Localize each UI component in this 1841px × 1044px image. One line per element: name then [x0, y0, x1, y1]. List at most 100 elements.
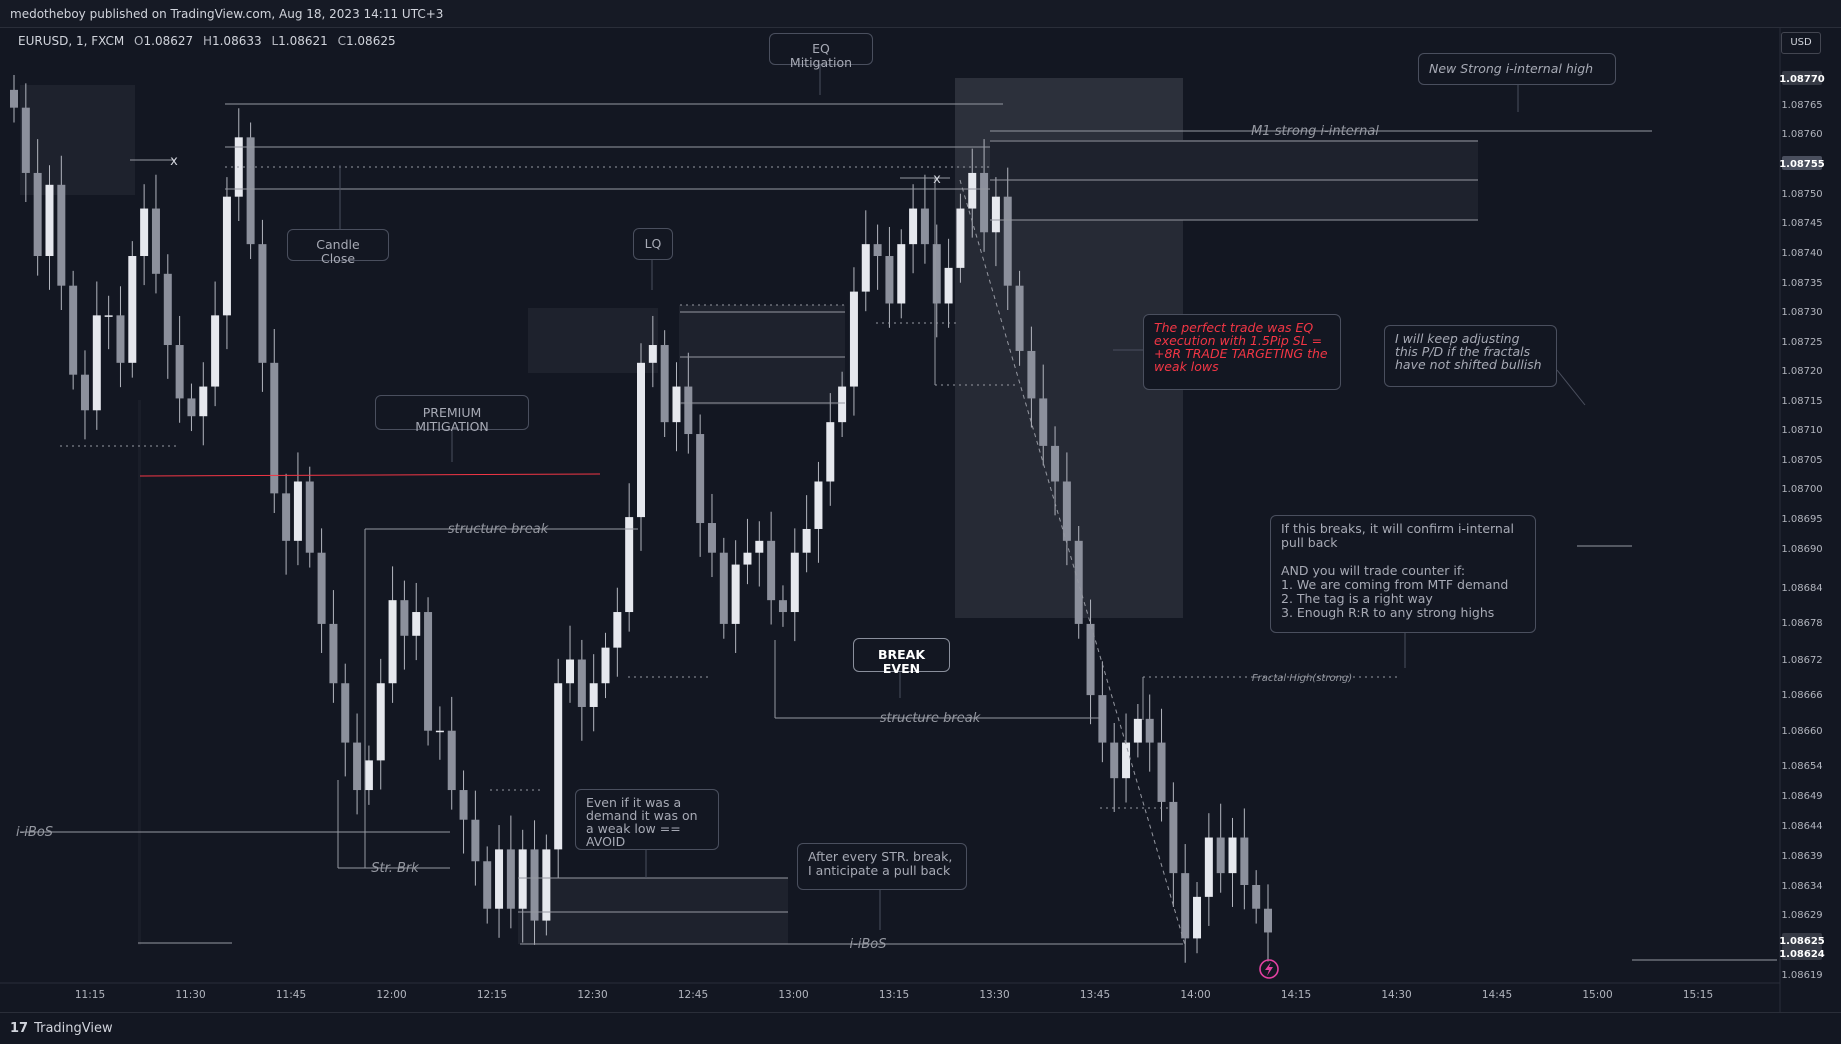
- candle-body: [341, 683, 350, 743]
- price-tick: 1.08625: [1779, 936, 1825, 947]
- candle-body: [329, 623, 338, 684]
- candle-body: [459, 790, 468, 820]
- price-tick: 1.08695: [1781, 514, 1822, 525]
- candle-body: [211, 315, 220, 387]
- candle-body: [778, 600, 787, 613]
- price-tick: 1.08710: [1781, 425, 1822, 436]
- candle-body: [1015, 285, 1024, 351]
- candle-body: [1181, 873, 1190, 939]
- candle-body: [246, 137, 255, 245]
- candle-body: [577, 659, 586, 707]
- candle-body: [175, 345, 184, 399]
- publish-header: medotheboy published on TradingView.com,…: [0, 0, 1841, 28]
- candle-body: [1216, 837, 1225, 874]
- price-tick: 1.08770: [1779, 74, 1825, 85]
- candle-body: [376, 683, 385, 761]
- candle-body: [258, 244, 267, 363]
- premium-mitigation-label: PREMIUM MITIGATION: [375, 395, 529, 434]
- price-highlight-1.08770: [1782, 71, 1822, 85]
- time-tick: 11:15: [75, 989, 105, 1001]
- candle-body: [731, 564, 740, 624]
- red-trade-note: The perfect trade was EQ execution with …: [1143, 314, 1341, 390]
- time-tick: 13:15: [879, 989, 909, 1001]
- candle-body: [648, 345, 657, 363]
- candle-body: [1169, 801, 1178, 874]
- candle-body: [980, 172, 989, 233]
- symbol-legend: EURUSD, 1, FXCM O1.08627 H1.08633 L1.086…: [18, 34, 396, 48]
- price-highlight-1.08624: [1782, 946, 1822, 960]
- candle-body: [1110, 742, 1119, 779]
- price-highlight-1.08755: [1782, 156, 1822, 170]
- candle-body: [187, 398, 196, 417]
- candle-body: [163, 273, 172, 346]
- candle-body: [10, 89, 18, 108]
- eq-mitigation-label: EQ Mitigation: [769, 33, 873, 70]
- candle-body: [1062, 481, 1071, 541]
- candle-body: [116, 315, 125, 363]
- candle-body: [483, 861, 492, 909]
- candle-body: [270, 362, 279, 494]
- price-tick: 1.08660: [1781, 726, 1822, 737]
- candle-body: [92, 315, 101, 411]
- candle-body: [838, 386, 847, 423]
- time-tick: 13:00: [778, 989, 808, 1001]
- candle-body: [932, 244, 941, 304]
- candle-body: [364, 760, 373, 791]
- candle-body: [293, 481, 302, 541]
- bearish-trend-dashed: [959, 179, 1186, 946]
- candle-body: [991, 196, 1000, 233]
- price-tick: 1.08666: [1781, 690, 1822, 701]
- keep-adjusting-note: I will keep adjusting this P/D if the fr…: [1384, 325, 1557, 387]
- candle-body: [69, 285, 78, 375]
- footer: 17 TradingView: [0, 1012, 1841, 1044]
- candle-body: [1027, 350, 1036, 399]
- candle-body: [707, 523, 716, 553]
- zone-left-strip: [138, 400, 141, 945]
- x-marker-left: x: [170, 154, 178, 169]
- time-tick: 13:30: [979, 989, 1009, 1001]
- published-text: medotheboy published on TradingView.com,…: [10, 7, 444, 21]
- candle-body: [719, 552, 728, 624]
- time-tick: 14:45: [1482, 989, 1512, 1001]
- candle-body: [353, 742, 362, 791]
- candle-body: [589, 683, 598, 707]
- candle-body: [1264, 908, 1272, 933]
- candle-body: [282, 493, 291, 541]
- candle-body: [471, 819, 480, 862]
- candle-body: [1039, 398, 1048, 446]
- candle-body: [140, 208, 149, 257]
- callout-pointer-5: [1556, 369, 1586, 406]
- candle-body: [1051, 445, 1060, 482]
- candle-body: [1193, 896, 1202, 939]
- candle-body: [849, 291, 858, 387]
- candle-body: [1098, 695, 1107, 743]
- candle-body: [1228, 837, 1237, 874]
- price-tick: 1.08649: [1781, 791, 1822, 802]
- price-highlight-1.08625: [1782, 933, 1822, 947]
- candle-body: [625, 517, 634, 613]
- candle-body: [743, 552, 752, 565]
- candle-body: [968, 172, 977, 209]
- candle-body: [885, 256, 894, 304]
- price-tick: 1.08619: [1781, 970, 1822, 981]
- time-tick: 12:15: [477, 989, 507, 1001]
- candle-body: [447, 730, 456, 791]
- tradingview-brand[interactable]: 17 TradingView: [10, 1021, 113, 1036]
- price-tick: 1.08684: [1781, 583, 1822, 594]
- time-tick: 14:30: [1381, 989, 1411, 1001]
- price-tick: 1.08639: [1781, 851, 1822, 862]
- symbol-name[interactable]: EURUSD, 1, FXCM: [18, 34, 125, 48]
- zone-lq-box: [679, 305, 845, 405]
- candle-body: [802, 528, 811, 553]
- candle-body: [388, 600, 397, 684]
- candle-body: [128, 256, 137, 363]
- time-tick: 11:45: [276, 989, 306, 1001]
- price-tick: 1.08654: [1781, 761, 1822, 772]
- currency-button[interactable]: USD: [1781, 32, 1821, 54]
- price-tick: 1.08735: [1781, 278, 1822, 289]
- price-tick: 1.08765: [1781, 100, 1822, 111]
- candle-body: [920, 208, 929, 245]
- candle-body: [80, 374, 89, 411]
- candle-body: [222, 196, 231, 316]
